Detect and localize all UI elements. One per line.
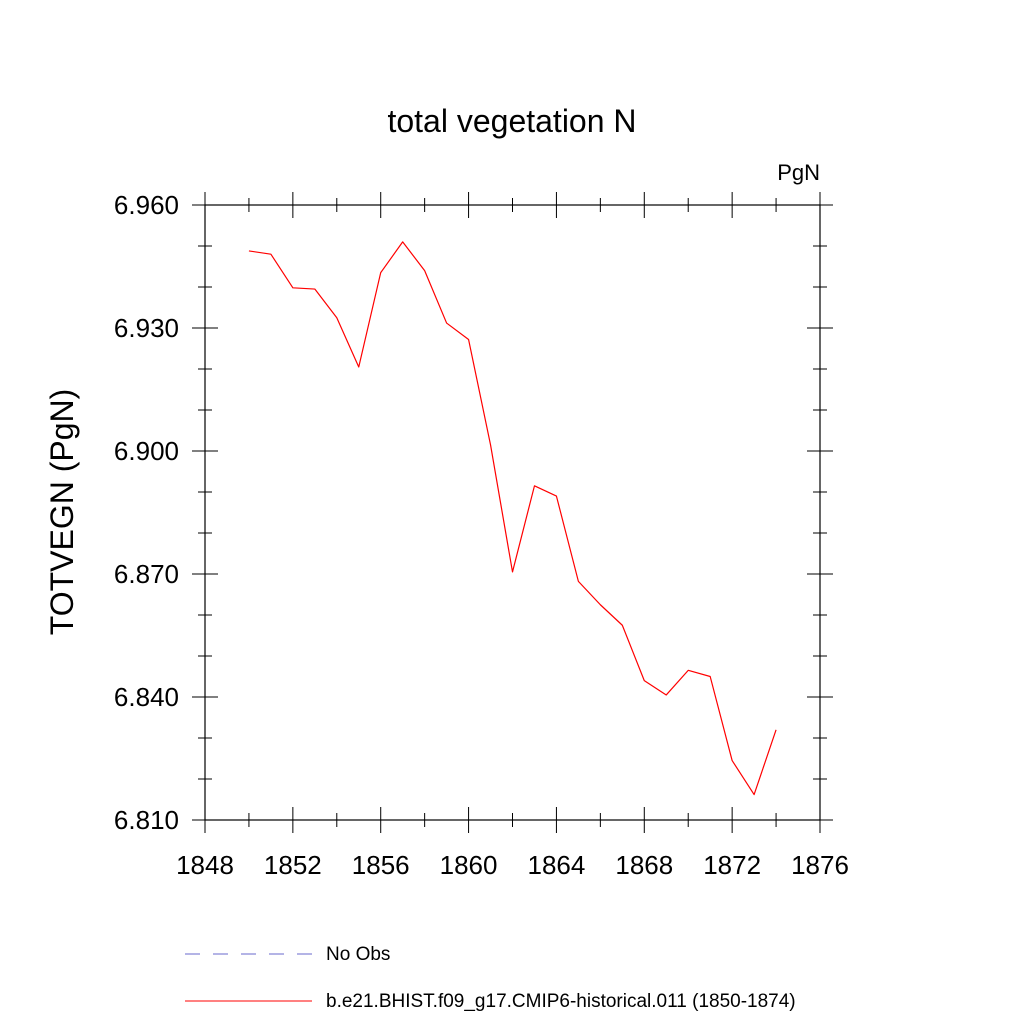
y-tick-label: 6.810 <box>114 805 179 835</box>
y-tick-label: 6.930 <box>114 313 179 343</box>
y-tick-label: 6.870 <box>114 559 179 589</box>
x-tick-label: 1872 <box>703 850 761 880</box>
x-tick-label: 1852 <box>264 850 322 880</box>
y-tick-label: 6.960 <box>114 190 179 220</box>
series-line <box>248 241 777 796</box>
legend: No Obs b.e21.BHIST.f09_g17.CMIP6-histori… <box>185 944 796 1012</box>
y-axis-label: TOTVEGN (PgN) <box>44 389 80 636</box>
series-layer <box>248 241 777 796</box>
x-tick-label: 1868 <box>615 850 673 880</box>
x-tick-label: 1856 <box>352 850 410 880</box>
x-tick-label: 1876 <box>791 850 849 880</box>
x-tick-label: 1860 <box>440 850 498 880</box>
axis-ticks: 1848 1852 1856 1860 1864 1868 1872 1876 6.810 6.8… <box>114 190 849 880</box>
units-label: PgN <box>777 160 820 185</box>
plot-frame <box>204 204 821 821</box>
y-tick-label: 6.840 <box>114 682 179 712</box>
legend-label-historical: b.e21.BHIST.f09_g17.CMIP6-historical.011… <box>326 991 796 1012</box>
legend-label-no-obs: No Obs <box>326 944 390 965</box>
x-tick-label: 1848 <box>176 850 234 880</box>
chart-title: total vegetation N <box>387 103 636 139</box>
x-tick-label: 1864 <box>528 850 586 880</box>
y-tick-label: 6.900 <box>114 436 179 466</box>
